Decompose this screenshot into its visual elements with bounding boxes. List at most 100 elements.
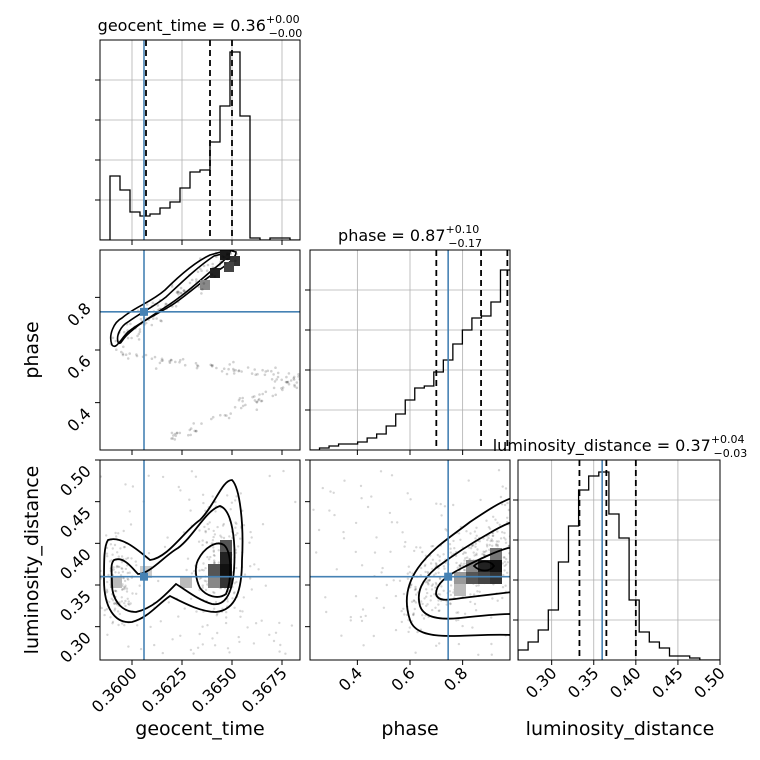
- sample-point: [115, 348, 118, 352]
- sample-point: [407, 630, 410, 634]
- tick-label: 0.6: [387, 663, 418, 694]
- sample-point: [438, 577, 442, 580]
- sample-point: [129, 602, 132, 605]
- sample-point: [255, 400, 259, 404]
- sample-point: [455, 561, 458, 565]
- sample-point: [312, 508, 315, 511]
- sample-point: [502, 536, 506, 539]
- sample-point: [463, 551, 466, 554]
- sample-point: [475, 552, 478, 555]
- sample-point: [223, 255, 226, 259]
- sample-point: [135, 353, 138, 356]
- sample-point: [175, 291, 179, 294]
- sample-point: [420, 600, 423, 603]
- sample-point: [427, 579, 431, 582]
- sample-point: [196, 364, 200, 368]
- sample-point: [501, 586, 505, 589]
- sample-point: [394, 594, 398, 598]
- sample-point: [498, 523, 501, 526]
- contour-distance-vs-geocent-time: [103, 479, 244, 623]
- frame-distance-vs-geocent-time: [99, 459, 301, 661]
- hist-step-luminosity_distance: [518, 471, 720, 660]
- sample-point: [234, 526, 237, 529]
- sample-point: [263, 373, 267, 377]
- sample-point: [430, 588, 434, 591]
- sample-point: [221, 255, 224, 258]
- sample-point: [455, 619, 458, 622]
- sample-point: [115, 535, 118, 538]
- sample-point: [223, 414, 227, 417]
- sample-point: [400, 609, 403, 613]
- sample-point: [431, 544, 435, 548]
- sample-point: [507, 508, 510, 512]
- sample-point: [226, 247, 229, 250]
- sample-point: [222, 367, 226, 371]
- sample-point: [189, 427, 193, 430]
- sample-point: [463, 562, 466, 565]
- sample-point: [403, 613, 406, 616]
- sample-point: [233, 606, 236, 609]
- sample-point: [261, 368, 264, 372]
- sample-point: [440, 585, 443, 588]
- sample-point: [177, 290, 180, 294]
- sample-point: [96, 531, 98, 533]
- sample-point: [286, 380, 289, 384]
- sample-point: [235, 566, 238, 570]
- sample-point: [273, 380, 277, 383]
- sample-point: [438, 559, 441, 562]
- sample-point: [241, 399, 244, 403]
- sample-point: [194, 475, 198, 478]
- sample-point: [177, 615, 180, 618]
- sample-point: [159, 319, 162, 322]
- sample-point: [195, 280, 198, 284]
- sample-point: [235, 252, 238, 256]
- sample-point: [122, 546, 126, 549]
- sample-point: [123, 579, 127, 583]
- sample-point: [457, 532, 461, 535]
- sample-point: [421, 614, 424, 617]
- sample-point: [421, 602, 424, 606]
- sample-point: [190, 572, 194, 575]
- sample-point: [457, 611, 460, 614]
- sample-point: [443, 505, 447, 508]
- sample-point: [413, 588, 417, 592]
- sample-point: [214, 510, 217, 513]
- sample-point: [229, 251, 233, 255]
- sample-point: [475, 553, 478, 557]
- sample-point: [114, 589, 117, 593]
- density-cell: [110, 576, 122, 588]
- sample-point: [297, 375, 300, 378]
- sample-point: [429, 562, 433, 565]
- sample-point: [198, 569, 201, 572]
- sample-point: [487, 526, 491, 529]
- sample-point: [174, 434, 178, 438]
- title-geocent-time: geocent_time = 0.36+0.00 −0.00: [98, 13, 303, 40]
- sample-point: [434, 606, 437, 609]
- sample-point: [113, 607, 117, 610]
- sample-point: [219, 534, 222, 537]
- sample-point: [126, 597, 129, 600]
- sample-point: [195, 366, 199, 370]
- truth-marker: [140, 307, 148, 316]
- sample-point: [202, 282, 206, 285]
- sample-point: [237, 545, 240, 548]
- sample-point: [402, 592, 406, 596]
- sample-point: [182, 289, 185, 293]
- sample-point: [220, 536, 223, 539]
- sample-point: [239, 537, 242, 540]
- sample-point: [402, 607, 405, 610]
- sample-point: [478, 590, 481, 593]
- sample-point: [250, 536, 253, 539]
- tick-label: 0.30: [522, 663, 561, 702]
- sample-point: [196, 646, 200, 649]
- sample-point: [169, 304, 173, 307]
- sample-point: [511, 561, 513, 563]
- density-cell: [454, 572, 466, 584]
- sample-point: [234, 368, 237, 372]
- sample-point: [473, 602, 477, 606]
- tick-label: 0.3625: [138, 663, 191, 716]
- sample-point: [105, 534, 108, 537]
- sample-point: [212, 546, 215, 549]
- sample-point: [507, 544, 510, 548]
- sample-point: [194, 361, 198, 365]
